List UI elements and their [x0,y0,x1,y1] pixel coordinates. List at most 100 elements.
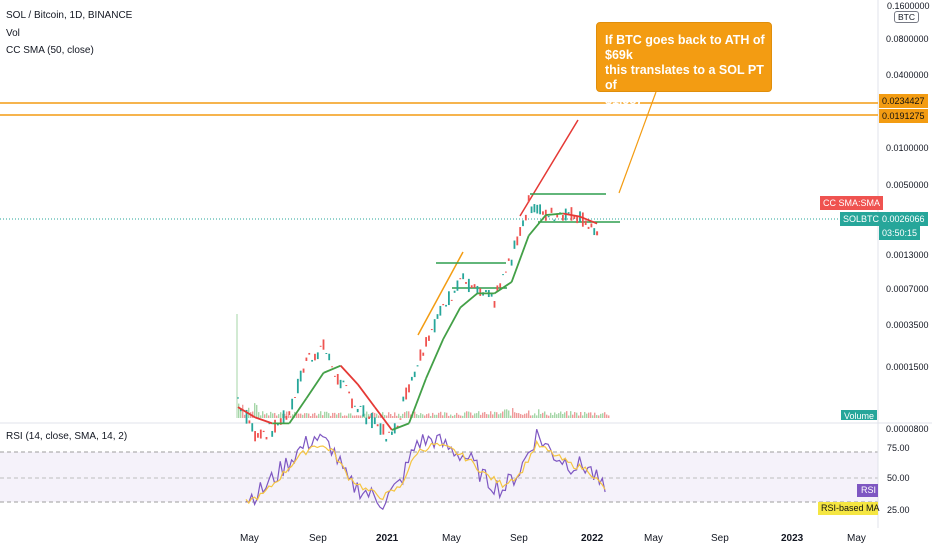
volume-bar [602,413,604,418]
sma-segment [339,365,359,385]
volume-bar [600,413,602,418]
price-candle [476,285,479,295]
volume-bar [572,414,574,418]
volume-bar [406,411,408,418]
volume-bar [240,410,242,418]
volume-bar [498,414,500,418]
price-candle [391,431,393,435]
price-candle [462,273,465,280]
price-candle [479,288,482,296]
volume-bar [326,411,328,418]
price-candle [473,284,476,288]
sma-segment [288,397,308,424]
volume-bar [428,413,430,418]
price-candle [524,214,527,221]
volume-bar [260,415,262,418]
price-candle [285,415,288,420]
volume-bar [414,411,416,418]
volume-bar [296,413,298,418]
volume-bar [594,412,596,418]
price-candle [516,236,519,246]
sma-segment [579,215,598,225]
trend-line-red[interactable] [519,119,579,217]
price-candle [259,429,262,439]
price-candle [416,365,419,367]
price-candle [499,283,502,288]
price-candle [345,385,348,387]
volume-bar [518,413,520,418]
time-axis-label: Sep [711,533,729,544]
price-candle [453,290,456,293]
price-candle [237,397,239,399]
price-candle [385,438,388,442]
price-candle [581,212,584,227]
price-candle [245,409,248,424]
price-candle [339,379,342,389]
currency-unit-box[interactable]: BTC [894,11,919,23]
trend-line-orange[interactable] [417,251,464,336]
sma-segment [254,416,273,425]
volume-bar [436,414,438,418]
price-candle [319,345,322,347]
volume-bar [596,414,598,418]
level-tag-1: 0.0234427 [879,94,928,108]
volume-bar [278,414,280,418]
volume-legend: Vol [6,28,20,39]
price-candle [556,213,559,218]
volume-bar [550,412,552,418]
price-candle [257,433,259,438]
rsi-series[interactable] [245,429,606,511]
volume-bar [400,415,402,418]
volume-bar [390,414,392,418]
volume-bar [440,411,442,418]
volume-bar [490,411,492,418]
price-series[interactable] [237,195,599,442]
price-candle [311,359,313,362]
price-candle [507,258,510,261]
annotation-callout[interactable]: If BTC goes back to ATH of $69k this tra… [596,22,772,107]
price-candle [371,412,373,429]
volume-bar [324,411,326,418]
price-candle [439,305,442,316]
volume-bar [520,414,522,418]
sma-segment [562,212,581,218]
volume-bar [402,413,404,418]
price-candle [519,227,522,236]
rsi-tag: RSI [861,485,877,495]
volume-bar [274,412,276,418]
volume-bar [416,414,418,418]
volume-bar [310,415,312,418]
price-axis-label: 0.0800000 [886,34,929,44]
volume-bar [342,415,344,418]
price-candle [422,352,425,356]
volume-bar [284,413,286,418]
price-candle [442,303,445,306]
volume-bar [604,412,606,418]
price-candle [399,418,402,420]
sma-segment [528,214,547,237]
time-axis-label: May [644,533,663,544]
price-candle [334,375,336,377]
volume-bar [318,413,320,418]
volume-bar [272,413,274,418]
sma-series[interactable] [237,212,598,431]
price-candle [314,353,316,361]
price-candle [470,285,473,288]
volume-bar [374,412,376,418]
volume-bar [586,413,588,418]
price-candle [316,352,319,360]
volume-bar [566,411,568,418]
volume-bar [544,411,546,418]
price-candle [562,214,564,221]
price-top-label: 0.1600000 [887,1,930,11]
volume-bar [264,414,266,418]
volume-bar [608,415,610,418]
price-axis-label: 0.0013000 [886,250,929,260]
volume-bar [410,414,412,418]
sma-segment [356,383,376,408]
price-candle [376,424,379,427]
volume-bar [358,415,360,418]
volume-bar [588,412,590,418]
volume-bar [564,412,566,418]
